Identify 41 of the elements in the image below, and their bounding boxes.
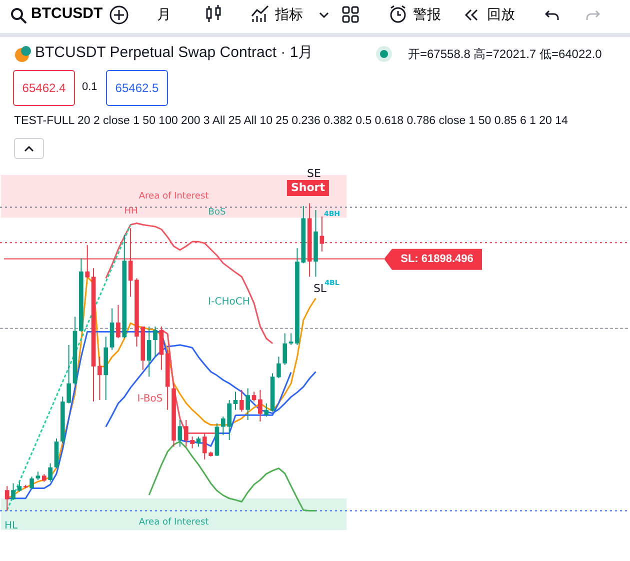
annotation: I-CHoCH [208, 296, 250, 308]
annotation: I-BoS [137, 394, 163, 405]
candlestick [264, 402, 269, 418]
text: 65462.5 [106, 70, 168, 106]
text: HL [4, 520, 18, 532]
candlestick [30, 476, 34, 490]
text: TEST-FULL 20 2 close 1 50 100 200 3 All 25 All 10 25 0.236 0.382 0.5 0.618 0.786 close 1 50 0.85 6 1 20 14 [14, 115, 568, 127]
text: BTCUSDT [31, 5, 103, 22]
candlestick [153, 326, 158, 358]
annotation: BoS [208, 207, 226, 218]
text: SL: 61898.496 [400, 252, 474, 265]
text: 月 [157, 6, 171, 24]
text: 开=67558.8 高=72021.7 低=64022.0 [408, 46, 602, 63]
text: 0.1 [82, 81, 98, 93]
candlestick [276, 356, 281, 379]
text: 指标 [275, 6, 303, 24]
text: 警报 [413, 6, 441, 24]
candlestick [178, 419, 182, 448]
candlestick [48, 462, 52, 482]
candlestick [146, 326, 152, 378]
band-label: Area of Interest [138, 518, 210, 528]
candlestick [288, 332, 294, 346]
candlestick [246, 388, 250, 420]
chart-title: BTCUSDT Perpetual Swap Contract · 1月 [35, 43, 314, 62]
annotation: HH [124, 206, 138, 216]
candlestick [233, 391, 238, 410]
band-label: Area of Interest [138, 192, 210, 202]
text: Short [291, 180, 325, 194]
candlestick [258, 389, 262, 422]
text: SE [307, 166, 322, 180]
candlestick [240, 389, 244, 412]
text: 回放 [487, 6, 515, 24]
candlestick [196, 436, 201, 448]
candlestick [252, 391, 256, 402]
candlestick [116, 304, 120, 339]
candlestick [17, 481, 22, 492]
candlestick [11, 482, 16, 500]
candlestick [4, 486, 10, 512]
text: 65462.4 [13, 70, 75, 106]
candlestick [282, 332, 288, 366]
candlestick [98, 356, 102, 401]
